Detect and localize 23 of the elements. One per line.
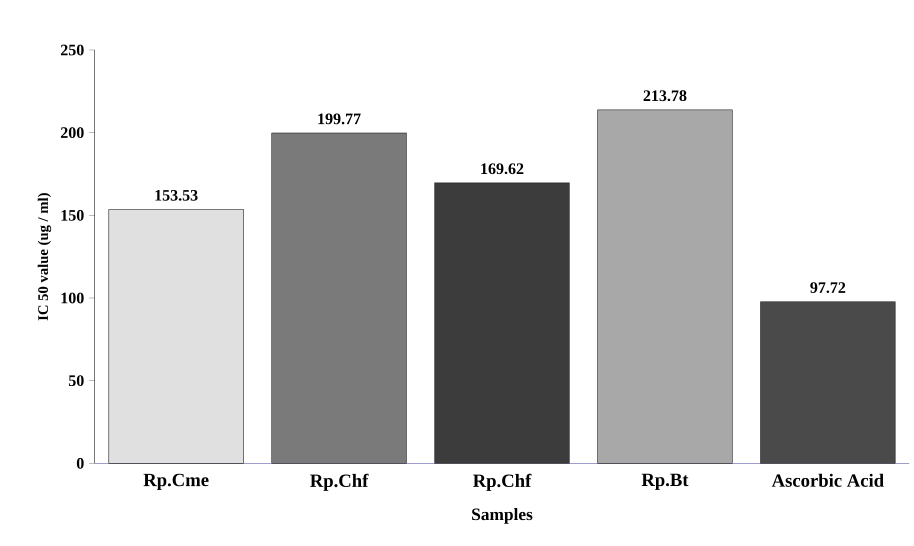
x-tick-label: Rp.Bt (642, 474, 688, 490)
x-axis-title: Samples (472, 508, 532, 524)
y-axis-title: IC 50 value (ug / ml) (38, 193, 52, 320)
y-tick-label: 250 (60, 44, 84, 56)
y-tick-label: 150 (62, 210, 84, 221)
bar (760, 301, 896, 464)
bar (434, 182, 570, 464)
y-tick-label: 200 (60, 127, 84, 138)
y-tick-label: 100 (62, 292, 84, 304)
x-tick-label: Rp.Chf (473, 474, 532, 491)
data-label: 153.53 (155, 190, 198, 201)
y-tick-label: 0 (76, 458, 84, 469)
x-tick-label: Rp.Cme (144, 474, 209, 490)
data-label: 199.77 (318, 114, 361, 124)
bar (108, 209, 244, 464)
data-label: 169.62 (481, 163, 524, 174)
data-label: 97.72 (810, 282, 846, 294)
bar (271, 132, 407, 464)
bar (597, 110, 733, 464)
y-tick-label: 50 (68, 375, 84, 386)
data-label: 213.78 (644, 90, 686, 102)
x-tick-label: Rp.Chf (310, 474, 369, 491)
x-tick-label: Ascorbic Acid (772, 474, 884, 487)
